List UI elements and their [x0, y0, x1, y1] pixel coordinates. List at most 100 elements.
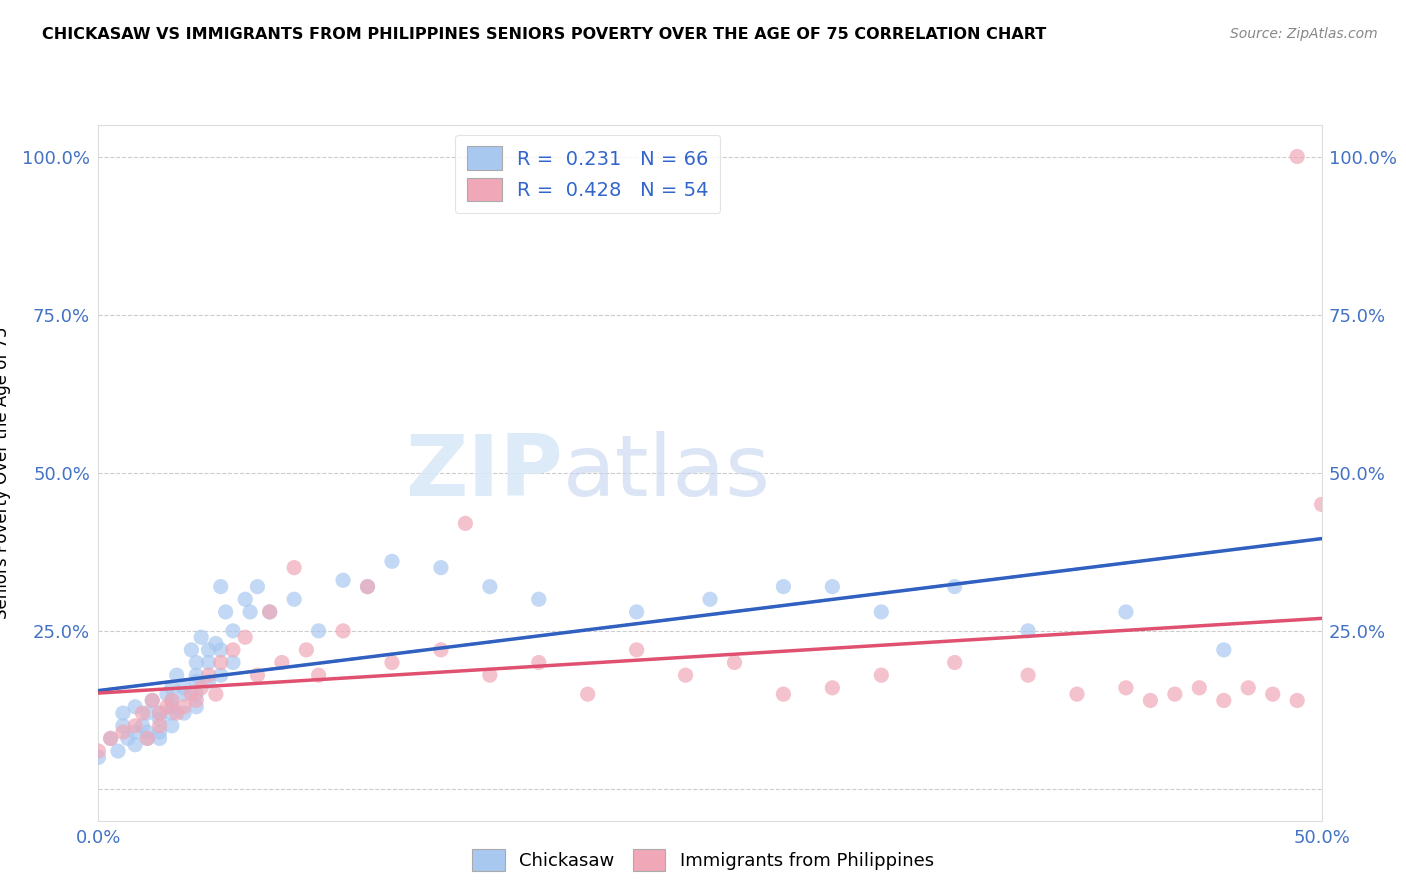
- Point: [246, 668, 269, 682]
- Point: [283, 592, 305, 607]
- Point: [186, 699, 208, 714]
- Point: [870, 668, 893, 682]
- Point: [141, 693, 163, 707]
- Point: [772, 580, 794, 594]
- Point: [136, 725, 159, 739]
- Point: [100, 731, 122, 746]
- Point: [186, 656, 208, 670]
- Point: [222, 656, 245, 670]
- Point: [1139, 693, 1161, 707]
- Point: [1212, 693, 1234, 707]
- Point: [233, 592, 256, 607]
- Y-axis label: Seniors Poverty Over the Age of 75: Seniors Poverty Over the Age of 75: [0, 326, 11, 619]
- Legend: Chickasaw, Immigrants from Philippines: Chickasaw, Immigrants from Philippines: [465, 842, 941, 879]
- Point: [149, 706, 172, 720]
- Point: [141, 693, 163, 707]
- Point: [166, 668, 188, 682]
- Point: [111, 706, 134, 720]
- Point: [117, 731, 139, 746]
- Point: [1212, 643, 1234, 657]
- Point: [259, 605, 281, 619]
- Point: [136, 731, 159, 746]
- Point: [332, 574, 354, 588]
- Point: [723, 656, 745, 670]
- Point: [699, 592, 721, 607]
- Point: [197, 668, 219, 682]
- Point: [190, 681, 212, 695]
- Point: [136, 731, 159, 746]
- Point: [149, 713, 172, 727]
- Point: [1286, 693, 1309, 707]
- Text: ZIP: ZIP: [405, 431, 564, 515]
- Point: [197, 674, 219, 689]
- Text: Source: ZipAtlas.com: Source: ZipAtlas.com: [1230, 27, 1378, 41]
- Point: [943, 656, 966, 670]
- Point: [149, 731, 172, 746]
- Point: [259, 605, 281, 619]
- Point: [205, 636, 228, 650]
- Point: [209, 668, 232, 682]
- Point: [332, 624, 354, 638]
- Point: [111, 719, 134, 733]
- Point: [100, 731, 122, 746]
- Point: [173, 681, 195, 695]
- Point: [160, 699, 183, 714]
- Point: [239, 605, 262, 619]
- Point: [1164, 687, 1187, 701]
- Point: [527, 592, 550, 607]
- Point: [381, 656, 404, 670]
- Point: [173, 706, 195, 720]
- Point: [160, 693, 183, 707]
- Point: [478, 668, 501, 682]
- Point: [160, 706, 183, 720]
- Point: [772, 687, 794, 701]
- Point: [160, 719, 183, 733]
- Point: [576, 687, 599, 701]
- Point: [156, 687, 179, 701]
- Point: [381, 554, 404, 568]
- Point: [124, 738, 146, 752]
- Point: [356, 580, 378, 594]
- Point: [87, 744, 110, 758]
- Point: [131, 706, 153, 720]
- Point: [87, 750, 110, 764]
- Point: [197, 643, 219, 657]
- Point: [626, 605, 648, 619]
- Point: [214, 605, 236, 619]
- Point: [821, 580, 844, 594]
- Point: [156, 699, 179, 714]
- Point: [222, 643, 245, 657]
- Point: [111, 725, 134, 739]
- Point: [1286, 149, 1309, 163]
- Point: [173, 687, 195, 701]
- Point: [943, 580, 966, 594]
- Legend: R =  0.231   N = 66, R =  0.428   N = 54: R = 0.231 N = 66, R = 0.428 N = 54: [456, 135, 720, 213]
- Point: [186, 693, 208, 707]
- Point: [149, 725, 172, 739]
- Point: [430, 643, 453, 657]
- Point: [124, 719, 146, 733]
- Point: [527, 656, 550, 670]
- Point: [180, 643, 202, 657]
- Point: [626, 643, 648, 657]
- Point: [1115, 605, 1137, 619]
- Point: [186, 668, 208, 682]
- Point: [160, 693, 183, 707]
- Point: [1017, 668, 1039, 682]
- Point: [1261, 687, 1284, 701]
- Point: [186, 687, 208, 701]
- Point: [270, 656, 294, 670]
- Point: [209, 580, 232, 594]
- Text: CHICKASAW VS IMMIGRANTS FROM PHILIPPINES SENIORS POVERTY OVER THE AGE OF 75 CORR: CHICKASAW VS IMMIGRANTS FROM PHILIPPINES…: [42, 27, 1046, 42]
- Point: [136, 706, 159, 720]
- Point: [124, 725, 146, 739]
- Point: [246, 580, 269, 594]
- Point: [233, 630, 256, 644]
- Point: [1237, 681, 1260, 695]
- Point: [454, 516, 477, 531]
- Point: [821, 681, 844, 695]
- Point: [1017, 624, 1039, 638]
- Text: atlas: atlas: [564, 431, 772, 515]
- Point: [308, 668, 330, 682]
- Point: [209, 643, 232, 657]
